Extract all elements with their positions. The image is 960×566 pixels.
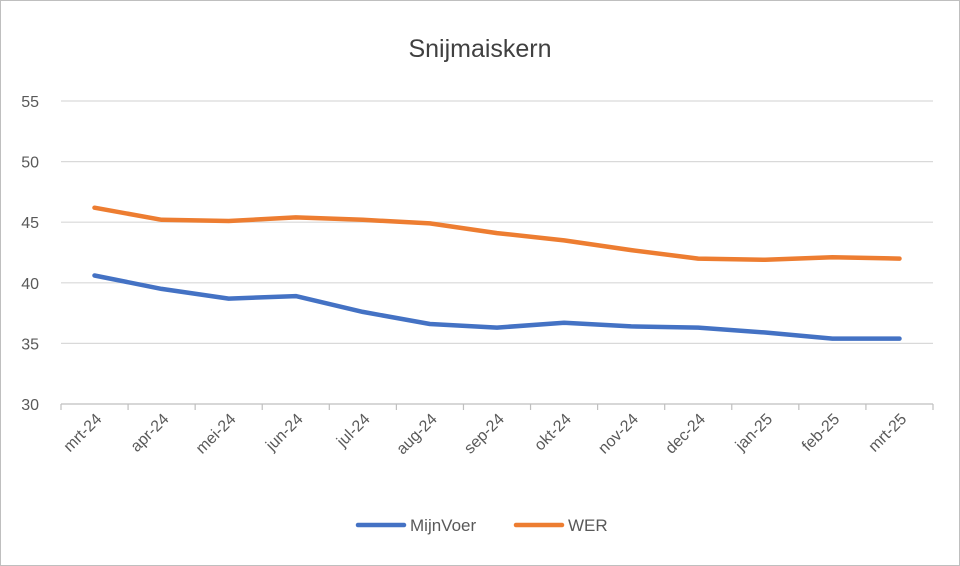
legend-label: MijnVoer (410, 516, 476, 535)
legend-label: WER (568, 516, 608, 535)
y-tick-label: 35 (21, 336, 39, 353)
x-tick-label: mrt-24 (61, 411, 106, 456)
x-tick-label: jan-25 (732, 411, 776, 455)
x-tick-label: apr-24 (128, 411, 173, 456)
x-tick-label: feb-25 (799, 411, 843, 455)
x-tick-label: dec-24 (662, 411, 709, 458)
x-tick-label: jun-24 (262, 411, 306, 455)
x-tick-label: mei-24 (193, 411, 240, 458)
series-line-wer (92, 205, 902, 263)
x-tick-label: okt-24 (531, 411, 575, 455)
series-line-mijnvoer (92, 273, 902, 341)
y-tick-label: 40 (21, 276, 39, 293)
x-tick-label: aug-24 (393, 411, 440, 458)
series-lines (92, 205, 902, 341)
x-tick-label: nov-24 (595, 411, 642, 458)
x-axis-tick-labels: mrt-24 apr-24 mei-24 jun-24 jul-24 aug-24 sep-… (61, 411, 911, 458)
x-tick-label: mrt-25 (866, 411, 911, 456)
chart-title: Snijmaiskern (408, 35, 551, 63)
y-tick-label: 55 (21, 94, 39, 111)
y-tick-label: 50 (21, 155, 39, 172)
y-tick-label: 45 (21, 215, 39, 232)
x-tick-label: jul-24 (333, 411, 373, 451)
x-axis (60, 403, 934, 410)
x-tick-label: sep-24 (461, 411, 508, 458)
y-axis-tick-labels: 30 35 40 45 50 55 (21, 94, 39, 414)
y-tick-label: 30 (21, 397, 39, 414)
legend: MijnVoer WER (355, 516, 608, 535)
